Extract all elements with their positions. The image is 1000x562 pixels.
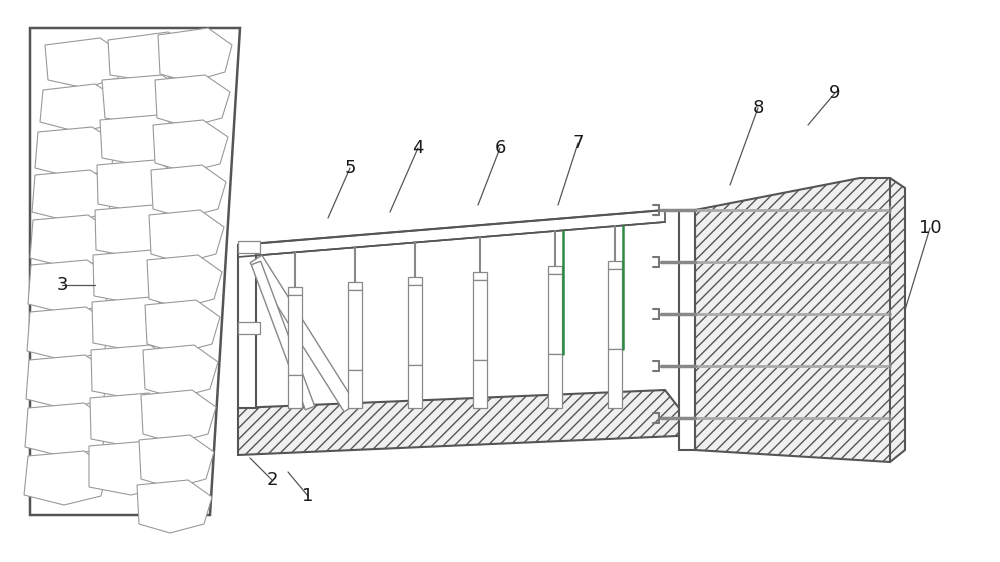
Polygon shape [238,245,256,408]
Polygon shape [158,28,232,82]
Polygon shape [288,375,302,408]
Polygon shape [102,75,188,126]
Polygon shape [238,210,665,257]
Polygon shape [32,170,115,222]
Bar [238,241,260,253]
Text: 9: 9 [829,84,841,102]
Polygon shape [145,300,220,353]
Polygon shape [100,115,185,166]
Polygon shape [473,360,487,408]
Polygon shape [26,355,110,409]
Polygon shape [151,165,226,218]
Text: 10: 10 [919,219,941,237]
Polygon shape [250,255,356,412]
Polygon shape [40,84,120,132]
Polygon shape [108,32,195,82]
Polygon shape [35,127,118,178]
Text: 2: 2 [266,471,278,489]
Polygon shape [30,28,240,515]
Text: 3: 3 [56,276,68,294]
Text: 8: 8 [752,99,764,117]
Polygon shape [548,266,562,274]
Text: 5: 5 [344,159,356,177]
Polygon shape [679,210,695,450]
Polygon shape [408,365,422,408]
Polygon shape [348,283,362,291]
Text: 7: 7 [572,134,584,152]
Polygon shape [45,38,125,88]
Polygon shape [91,345,176,399]
Polygon shape [153,120,228,172]
Polygon shape [408,278,422,285]
Polygon shape [90,393,175,447]
Polygon shape [137,480,212,533]
Polygon shape [288,287,302,295]
Polygon shape [348,370,362,408]
Polygon shape [97,160,182,212]
Polygon shape [92,297,177,351]
Polygon shape [695,178,905,462]
Polygon shape [28,260,112,314]
Polygon shape [147,255,222,308]
Polygon shape [608,349,622,408]
Polygon shape [288,295,302,375]
Polygon shape [548,354,562,408]
Polygon shape [238,390,700,455]
Polygon shape [143,345,218,398]
Polygon shape [348,291,362,370]
Polygon shape [139,435,214,488]
Polygon shape [251,261,315,410]
Text: 1: 1 [302,487,314,505]
Text: 6: 6 [494,139,506,157]
Polygon shape [548,274,562,354]
Polygon shape [408,285,422,365]
Polygon shape [608,261,622,269]
Polygon shape [95,205,180,258]
Polygon shape [141,390,216,443]
Polygon shape [473,280,487,360]
Polygon shape [149,210,224,263]
Polygon shape [608,269,622,349]
Polygon shape [155,75,230,127]
Polygon shape [27,307,111,361]
Polygon shape [24,451,108,505]
Polygon shape [93,250,178,304]
Polygon shape [89,441,173,495]
Polygon shape [473,272,487,280]
Polygon shape [25,403,109,457]
Polygon shape [30,215,113,268]
Bar [238,322,260,334]
Text: 4: 4 [412,139,424,157]
